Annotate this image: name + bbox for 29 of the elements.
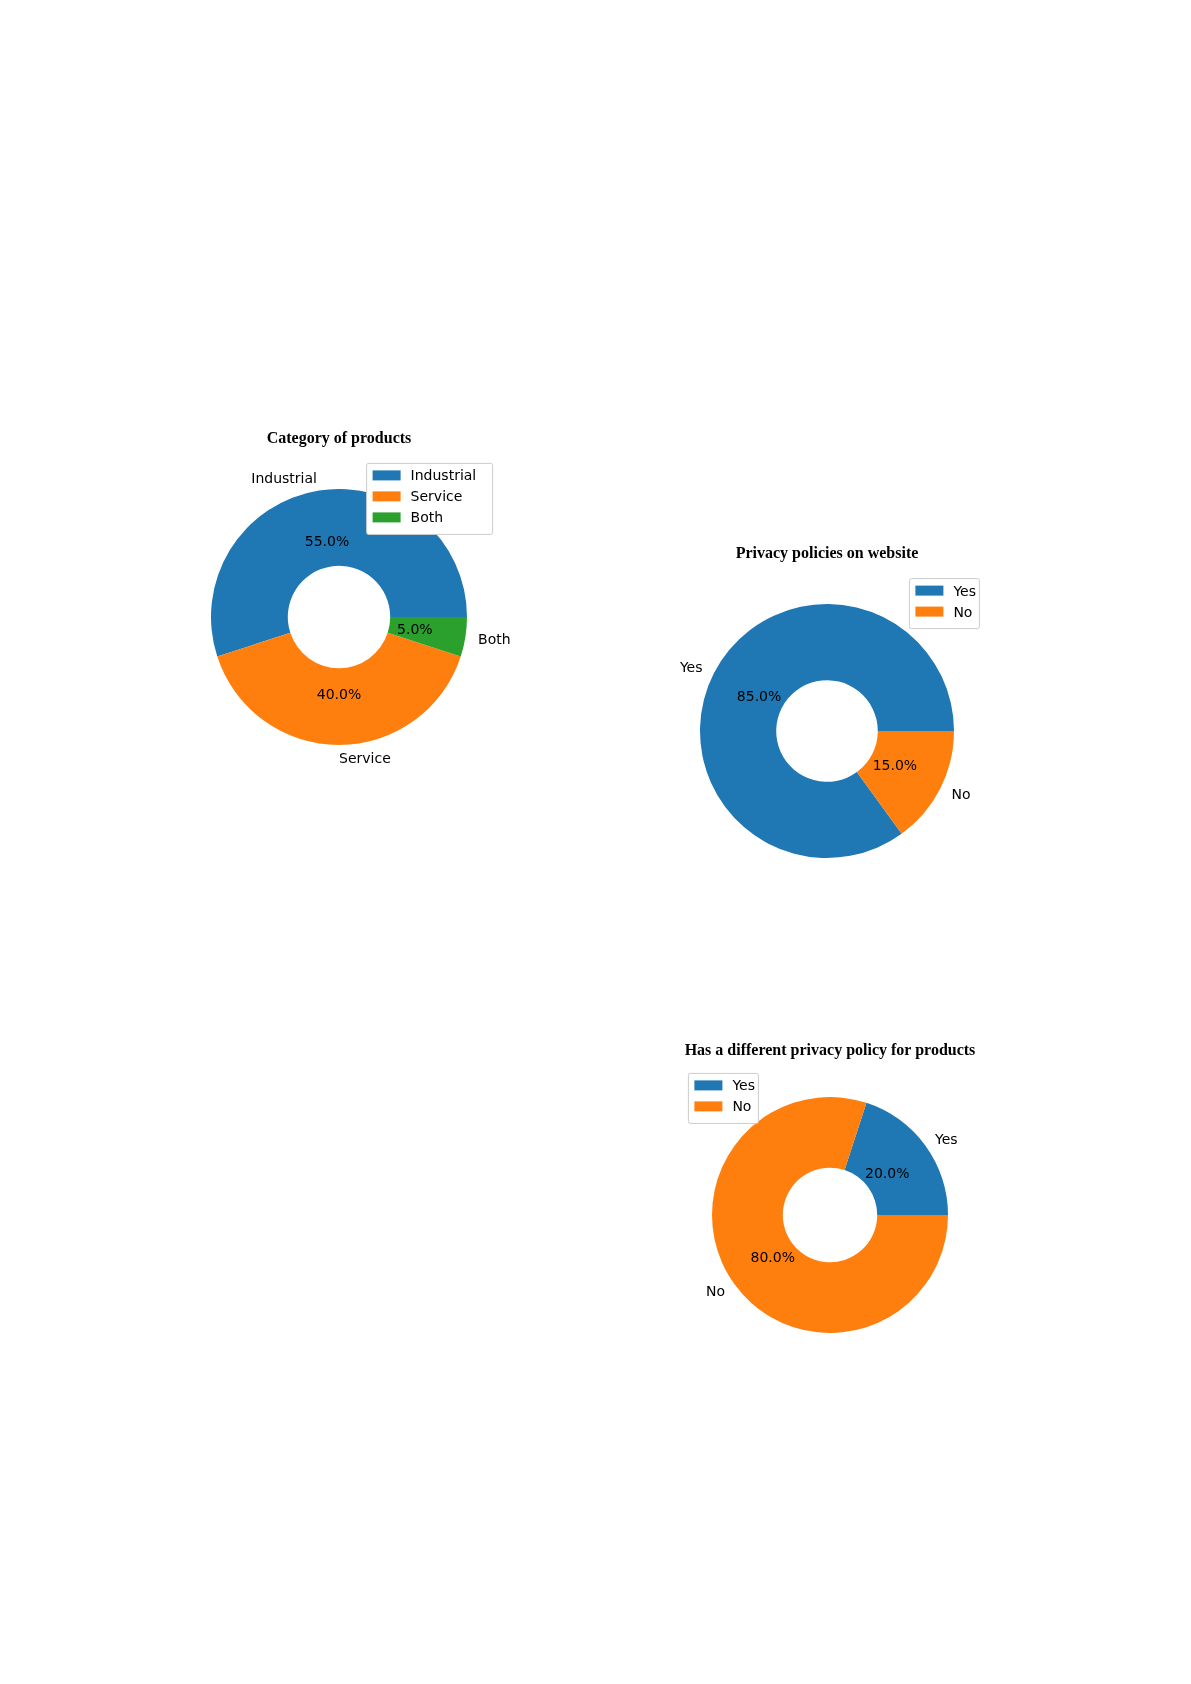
donut-slice: [700, 604, 954, 858]
legend-label: Service: [410, 488, 463, 505]
slice-label: No: [705, 1283, 725, 1300]
legend-label: Yes: [731, 1077, 756, 1094]
data-label: 20.0%: [865, 1165, 910, 1182]
chart-title: Has a different privacy policy for products: [684, 1040, 976, 1059]
slice-label: Industrial: [251, 469, 317, 486]
legend-label: No: [732, 1098, 752, 1115]
slice-label: Both: [478, 630, 511, 647]
slice-label: Service: [339, 749, 391, 766]
slice-label: Yes: [678, 659, 703, 676]
legend-label: Industrial: [410, 467, 477, 484]
donut-slice: [217, 632, 461, 745]
slice-label: No: [951, 786, 971, 803]
data-label: 5.0%: [397, 620, 433, 637]
donut-slice: [211, 489, 467, 657]
legend-label: No: [953, 603, 973, 620]
chart-title: Category of products: [266, 428, 412, 447]
data-label: 85.0%: [736, 688, 782, 705]
data-label: 80.0%: [750, 1248, 795, 1265]
data-label: 15.0%: [872, 757, 918, 774]
donut-slice: [856, 731, 954, 834]
chart-title: Privacy policies on website: [735, 544, 919, 563]
data-label: 40.0%: [316, 685, 362, 702]
data-label: 55.0%: [304, 533, 350, 550]
legend-label: Both: [410, 509, 444, 526]
legend-label: Yes: [952, 582, 977, 599]
donut-slice: [387, 617, 467, 657]
slice-label: Yes: [934, 1130, 958, 1147]
